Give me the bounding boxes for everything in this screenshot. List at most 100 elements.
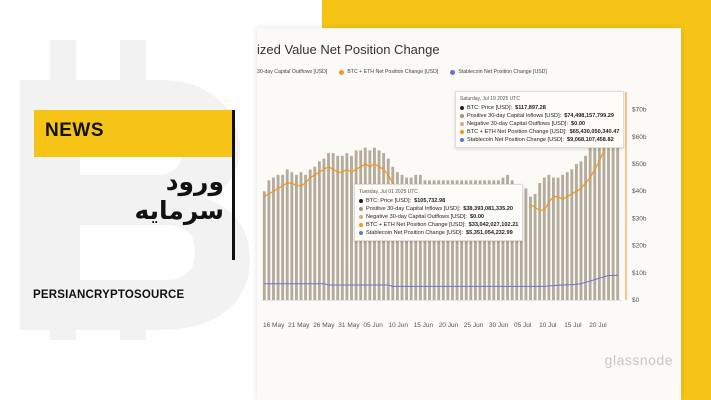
series-point xyxy=(391,182,394,184)
tooltip-label: Positive 30-day Capital Inflows [USD]: xyxy=(366,206,461,212)
tooltip-value: $0.00 xyxy=(470,214,485,220)
x-tick-label: 21 May xyxy=(288,322,310,329)
tooltip-label: Negative 30-day Capital Outflows [USD]: xyxy=(467,121,569,127)
y-tick-label: $70b xyxy=(632,107,647,114)
accent-divider xyxy=(232,110,235,260)
legend-label: Stablecoin Net Position Change [USD] xyxy=(458,69,547,75)
brand-name: PERSIANCRYPTOSOURCE xyxy=(33,289,185,301)
legend-item-btc-eth: BTC + ETH Net Position Change [USD] xyxy=(339,69,438,75)
bar xyxy=(593,139,597,300)
series-dot-icon xyxy=(460,138,464,142)
tooltip-row: Stablecoin Net Position Change [USD]: $9,… xyxy=(460,136,619,144)
series-dot-icon xyxy=(359,199,363,203)
bar xyxy=(547,174,551,300)
bar xyxy=(317,161,321,300)
tooltip-value: $0.00 xyxy=(571,121,586,127)
tooltip-value: $117,897.28 xyxy=(515,105,546,111)
series-dot-icon xyxy=(460,114,464,118)
x-tick-label: 05 Jul xyxy=(514,322,532,329)
legend-dot-icon xyxy=(450,69,456,75)
series-point xyxy=(364,163,367,165)
x-tick-label: 30 Jun xyxy=(489,322,509,329)
y-tick-label: $60b xyxy=(632,134,647,141)
x-tick-label: 10 Jun xyxy=(389,322,409,329)
legend-label: BTC + ETH Net Position Change [USD] xyxy=(347,69,439,75)
y-tick-label: $40b xyxy=(632,188,647,195)
bar xyxy=(327,153,330,300)
series-point xyxy=(336,171,339,174)
tooltip-value: $105,732.98 xyxy=(414,198,446,204)
tooltip-date: Tuesday, Jul 01 2025 UTC xyxy=(359,189,418,195)
bar xyxy=(304,174,308,300)
x-tick-label: 15 Jun xyxy=(414,322,434,329)
tooltip-value: $33,042,027,102.21 xyxy=(468,222,519,228)
tooltip-label: BTC: Price [USD]: xyxy=(467,105,513,111)
yellow-frame-top xyxy=(322,0,711,28)
bar xyxy=(607,115,610,300)
yellow-frame-right xyxy=(680,0,711,400)
chart-title: ized Value Net Position Change xyxy=(257,42,440,57)
series-point xyxy=(538,209,541,212)
x-tick-label: 20 Jun xyxy=(439,322,459,329)
bar xyxy=(276,174,280,300)
tooltip-row: BTC: Price [USD]: $117,897.28 xyxy=(460,104,619,112)
bar xyxy=(597,131,601,300)
bar xyxy=(281,174,285,300)
tooltip-row: Positive 30-day Capital Inflows [USD]: $7… xyxy=(460,112,619,120)
series-point xyxy=(318,171,321,174)
tooltip-label: Stablecoin Net Position Change [USD]: xyxy=(467,137,565,143)
legend-item-outflows: 30-day Capital Outflows [USD] xyxy=(257,69,327,75)
bar xyxy=(584,155,587,300)
series-dot-icon xyxy=(359,231,363,235)
x-tick-label: 25 Jun xyxy=(464,322,484,329)
series-dot-icon xyxy=(460,106,464,110)
y-tick-label: $50b xyxy=(632,161,647,168)
series-point xyxy=(373,163,376,165)
tooltip-value: $74,498,157,799.29 xyxy=(564,113,614,119)
series-point xyxy=(300,184,302,187)
bar xyxy=(524,188,528,300)
bar xyxy=(538,183,542,300)
bar xyxy=(529,196,532,300)
tooltip-row: BTC + ETH Net Position Change [USD]: $65,… xyxy=(460,128,619,136)
bar xyxy=(272,177,275,300)
news-label-block xyxy=(34,110,233,157)
bar xyxy=(616,96,620,300)
series-point xyxy=(309,176,312,179)
tooltip-row: BTC: Price [USD]: $105,732.98 xyxy=(359,197,518,205)
series-point xyxy=(327,165,330,168)
bar xyxy=(285,169,289,300)
series-line xyxy=(264,274,618,287)
tooltip-label: Positive 30-day Capital Inflows [USD]: xyxy=(467,113,562,119)
bar xyxy=(515,185,519,300)
news-label: NEWS xyxy=(45,120,104,141)
series-point xyxy=(529,203,532,206)
bar xyxy=(322,158,326,300)
bar xyxy=(533,193,537,300)
bar xyxy=(519,191,523,300)
bar xyxy=(308,169,312,300)
x-tick-label: 15 Jul xyxy=(564,322,582,329)
bar xyxy=(331,153,335,300)
bar xyxy=(345,153,349,300)
x-tick-label: 31 May xyxy=(338,322,360,329)
legend-item-stablecoin: Stablecoin Net Position Change [USD] xyxy=(450,69,547,75)
bar xyxy=(565,172,569,300)
x-tick-label: 10 Jul xyxy=(539,322,557,329)
y-tick-label: $0 xyxy=(632,297,640,304)
legend-label: 30-day Capital Outflows [USD] xyxy=(257,69,328,75)
bar xyxy=(340,155,344,300)
bar xyxy=(295,174,298,300)
series-point xyxy=(355,168,357,171)
x-tick-label: 05 Jun xyxy=(363,322,383,329)
series-point xyxy=(603,149,605,152)
tooltip-row: Stablecoin Net Position Change [USD]: $5,… xyxy=(359,229,518,237)
tooltip-value: $9,068,107,458.82 xyxy=(567,137,614,143)
chart-legend: 30-day Capital Outflows [USD] BTC + ETH … xyxy=(257,69,547,75)
bar xyxy=(262,191,266,300)
chart-screenshot: ized Value Net Position Change 30-day Ca… xyxy=(257,28,681,400)
bar xyxy=(267,180,271,300)
headline-fa: ورود سرمایه xyxy=(134,167,224,225)
y-tick-label: $30b xyxy=(632,215,647,222)
series-dot-icon xyxy=(460,122,464,126)
